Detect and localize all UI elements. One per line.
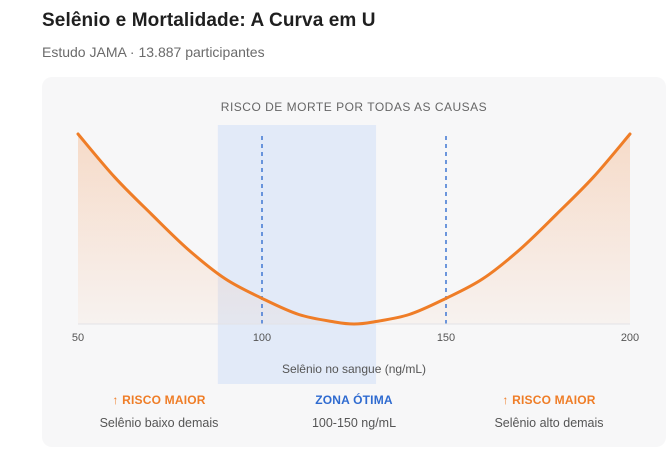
chart-canvas: 50 100 150 200 <box>72 125 639 384</box>
optimal-zone-description: 100-150 ng/mL <box>311 416 397 430</box>
optimal-zone-band <box>217 125 377 384</box>
risk-area-fill <box>78 134 630 324</box>
x-tick-label-200: 200 <box>621 332 639 344</box>
x-tick-label-50: 50 <box>72 332 84 344</box>
x-tick-label-100: 100 <box>253 332 271 344</box>
high-risk-zone-description: Selênio alto demais <box>494 416 604 430</box>
x-tick-label-150: 150 <box>437 332 455 344</box>
chart-card: RISCO DE MORTE POR TODAS AS CAUSAS 50 100… <box>42 77 666 447</box>
page-subtitle: Estudo JAMA · 13.887 participantes <box>42 44 265 60</box>
optimal-zone-title: ZONA ÓTIMA <box>315 393 393 407</box>
high-risk-zone-summary: ↑ RISCO MAIOR Selênio alto demais <box>449 393 649 430</box>
low-risk-zone-summary: ↑ RISCO MAIOR Selênio baixo demais <box>59 393 259 430</box>
low-risk-zone-description: Selênio baixo demais <box>99 416 219 430</box>
low-risk-zone-title: ↑ RISCO MAIOR <box>112 393 206 407</box>
page-title: Selênio e Mortalidade: A Curva em U <box>42 10 376 31</box>
high-risk-zone-title: ↑ RISCO MAIOR <box>502 393 596 407</box>
x-axis-label: Selênio no sangue (ng/mL) <box>281 362 427 376</box>
risk-curve-line <box>76 132 632 326</box>
chart-title: RISCO DE MORTE POR TODAS AS CAUSAS <box>220 100 488 114</box>
optimal-zone-summary: ZONA ÓTIMA 100-150 ng/mL <box>254 393 454 430</box>
